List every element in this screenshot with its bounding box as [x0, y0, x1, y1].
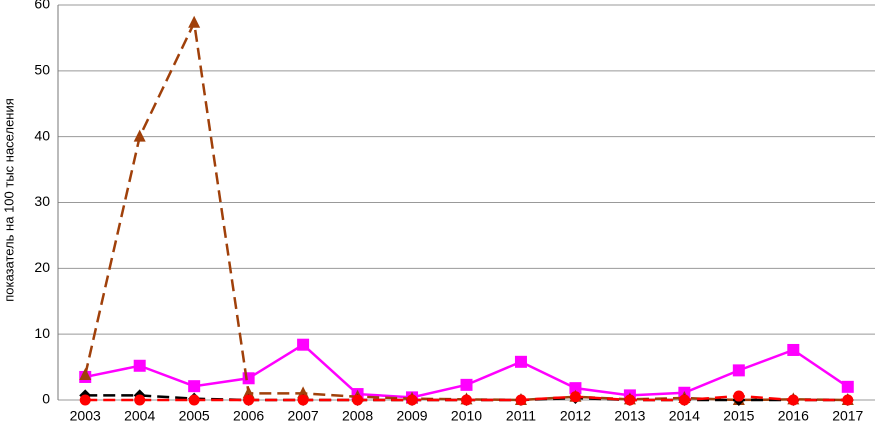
x-tick-label: 2009	[396, 408, 427, 424]
marker	[514, 355, 527, 368]
marker	[460, 378, 473, 391]
marker	[624, 394, 636, 406]
marker	[243, 394, 255, 406]
marker	[787, 394, 799, 406]
y-tick-label: 60	[34, 0, 50, 12]
x-tick-label: 2012	[560, 408, 591, 424]
marker	[79, 367, 92, 380]
x-tick-label: 2003	[70, 408, 101, 424]
marker	[569, 391, 581, 403]
marker	[406, 394, 418, 406]
x-tick-label: 2006	[233, 408, 264, 424]
marker	[352, 394, 364, 406]
marker	[188, 394, 200, 406]
marker	[515, 394, 527, 406]
marker	[133, 359, 146, 372]
x-tick-label: 2010	[451, 408, 482, 424]
marker	[242, 372, 255, 385]
x-tick-label: 2004	[124, 408, 155, 424]
x-tick-label: 2015	[723, 408, 754, 424]
y-tick-label: 50	[34, 62, 50, 78]
marker	[842, 394, 854, 406]
y-tick-label: 0	[42, 391, 50, 407]
marker	[79, 394, 91, 406]
x-tick-label: 2008	[342, 408, 373, 424]
y-axis-label: показатель на 100 тыс населения	[1, 98, 16, 302]
marker	[569, 382, 582, 395]
marker	[297, 394, 309, 406]
marker	[188, 380, 201, 393]
marker	[133, 129, 146, 142]
marker	[188, 15, 201, 28]
marker	[787, 343, 800, 356]
x-tick-label: 2007	[288, 408, 319, 424]
marker	[732, 364, 745, 377]
y-tick-label: 20	[34, 259, 50, 275]
marker	[461, 394, 472, 406]
y-tick-label: 10	[34, 325, 50, 341]
marker	[841, 380, 854, 393]
x-tick-label: 2017	[832, 408, 863, 424]
y-tick-label: 30	[34, 193, 50, 209]
y-tick-label: 40	[34, 127, 50, 143]
marker	[134, 394, 146, 406]
marker	[297, 338, 310, 351]
series-line	[84, 18, 848, 402]
marker	[733, 390, 745, 402]
marker	[678, 394, 690, 406]
x-tick-label: 2014	[669, 408, 700, 424]
x-tick-label: 2013	[614, 408, 645, 424]
x-tick-label: 2016	[778, 408, 809, 424]
x-tick-label: 2005	[179, 408, 210, 424]
x-tick-label: 2011	[506, 408, 536, 424]
